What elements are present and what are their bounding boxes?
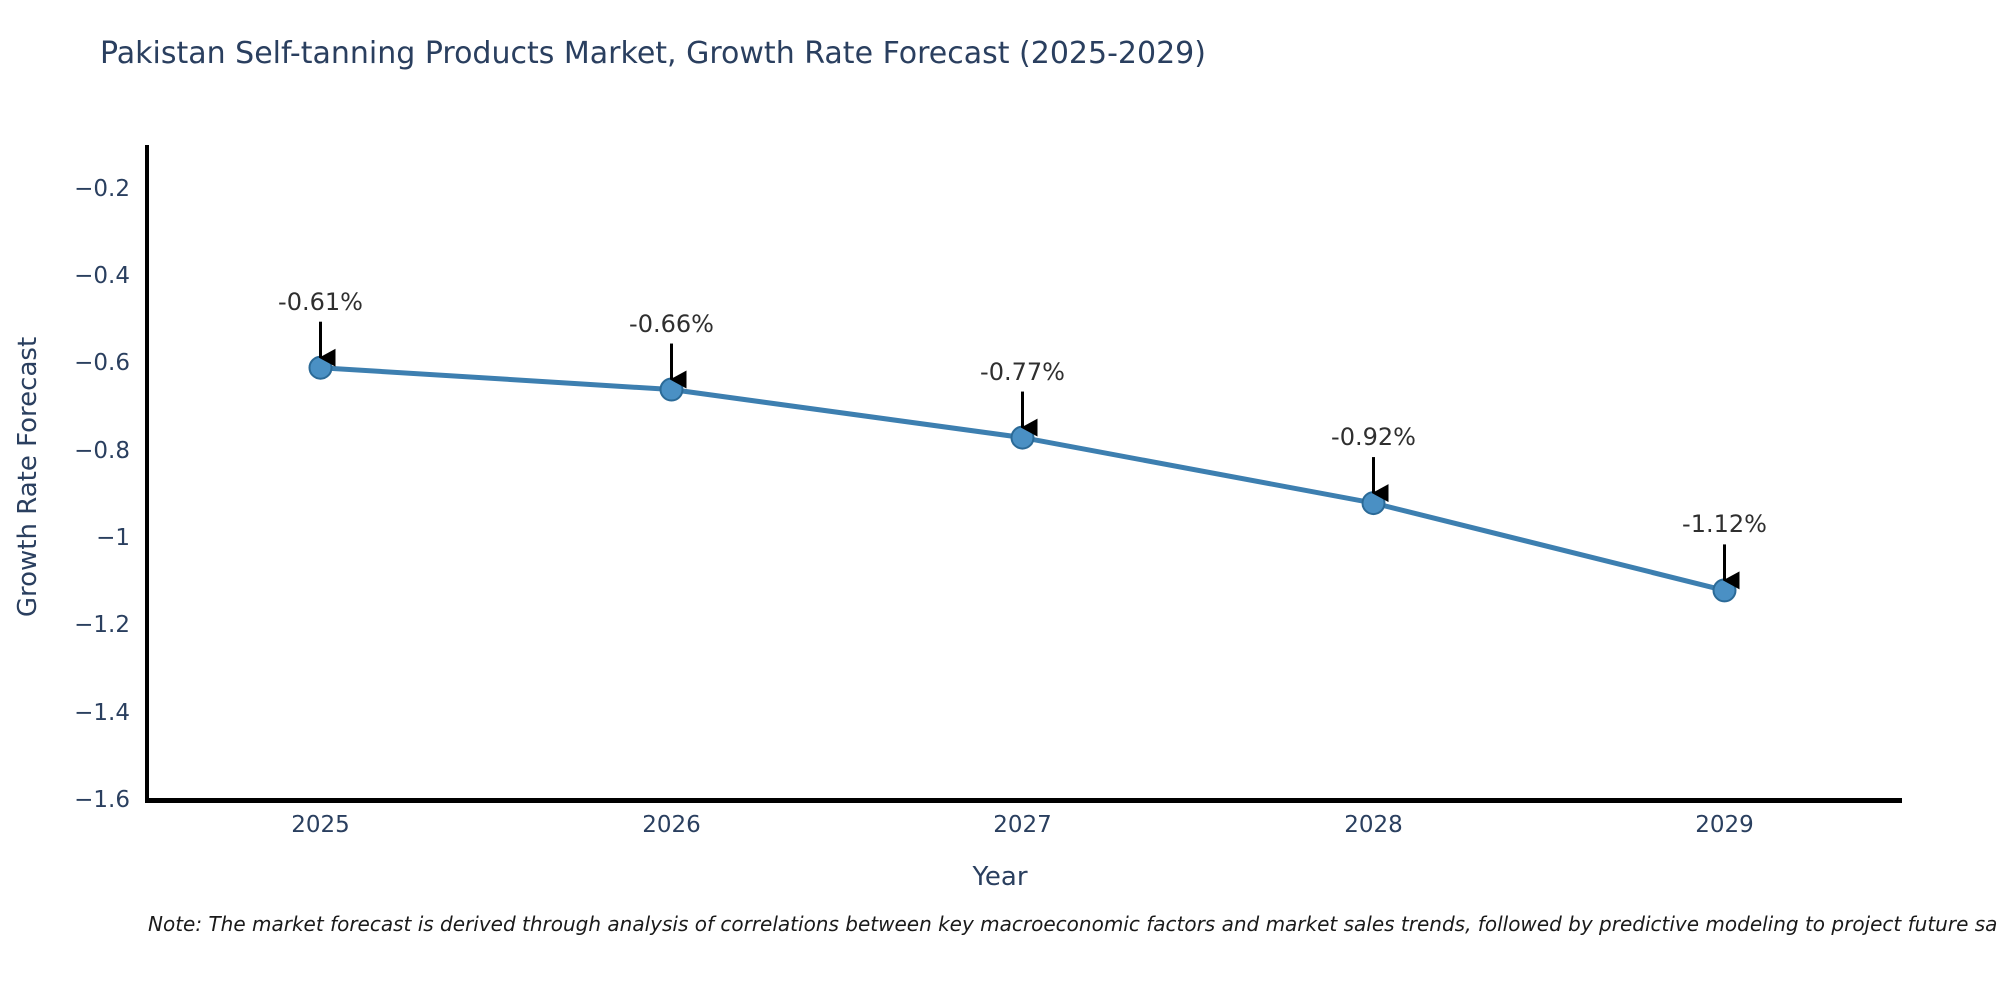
data-point-marker[interactable] (1712, 578, 1737, 603)
x-tick-label: 2026 (642, 812, 701, 838)
chart-title: Pakistan Self-tanning Products Market, G… (100, 36, 1206, 71)
series-svg (308, 321, 1740, 603)
x-tick-label: 2029 (1695, 812, 1754, 838)
chart-footnote: Note: The market forecast is derived thr… (148, 912, 1998, 936)
x-axis-line (145, 798, 1902, 803)
x-tick-label: 2025 (291, 812, 350, 838)
data-point-label: -0.92% (1331, 423, 1416, 452)
y-tick-label: −0.4 (74, 263, 130, 289)
y-tick-label: −1.4 (74, 699, 130, 726)
data-point-label: -0.77% (980, 357, 1065, 386)
y-tick-label: −1 (96, 525, 130, 551)
data-point-marker[interactable] (308, 355, 333, 380)
y-axis-title: Growth Rate Forecast (13, 336, 43, 618)
plot-area (145, 145, 1900, 800)
x-tick-label: 2027 (993, 812, 1052, 838)
y-tick-label: −0.2 (74, 175, 130, 202)
y-tick-label: −1.2 (74, 612, 130, 639)
y-axis-tick-labels: −0.2 −0.4 −0.6 −0.8 −1 −1.2 −1.4 −1.6 (0, 0, 130, 1000)
x-axis-title: Year (972, 862, 1028, 892)
x-tick-label: 2028 (1344, 812, 1403, 838)
data-point-marker[interactable] (1361, 491, 1386, 516)
data-point-label: -1.12% (1682, 510, 1767, 539)
y-axis-line (145, 145, 149, 802)
y-tick-label: −0.8 (74, 437, 130, 464)
data-point-label: -0.66% (629, 309, 714, 338)
y-tick-label: −0.6 (74, 350, 130, 377)
data-point-marker[interactable] (659, 377, 684, 402)
y-tick-label: −1.6 (74, 787, 130, 813)
data-point-marker[interactable] (1010, 425, 1035, 450)
data-point-label: -0.61% (278, 287, 363, 316)
